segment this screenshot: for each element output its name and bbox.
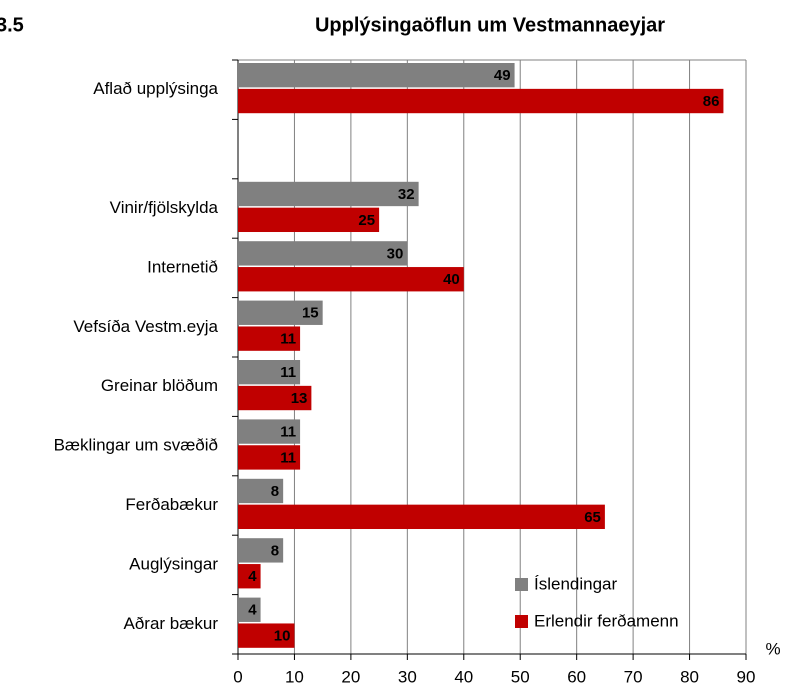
chart-title: Upplýsingaöflun um Vestmannaeyjar <box>315 14 665 36</box>
data-label: 11 <box>280 331 296 348</box>
bar <box>238 478 284 504</box>
x-tick-label: 40 <box>454 667 473 686</box>
x-tick-label: 10 <box>285 667 304 686</box>
y-tick-label: Auglýsingar <box>129 554 218 573</box>
data-label: 30 <box>387 245 404 262</box>
data-label: 11 <box>280 364 296 381</box>
y-tick-label: Greinar blöðum <box>101 376 218 395</box>
bar <box>238 88 724 114</box>
legend-swatch <box>515 578 528 591</box>
y-tick-label: Aflað upplýsinga <box>93 79 218 98</box>
y-tick-label: Vinir/fjölskylda <box>110 198 219 217</box>
data-label: 86 <box>703 93 720 110</box>
data-label: 13 <box>291 390 308 407</box>
x-tick-label: 60 <box>567 667 586 686</box>
legend-swatch <box>515 615 528 628</box>
bar <box>238 63 515 88</box>
x-tick-label: 70 <box>624 667 643 686</box>
data-label: 65 <box>584 509 601 526</box>
bar <box>238 597 261 622</box>
data-label: 4 <box>248 602 257 619</box>
bar <box>238 267 464 292</box>
y-tick-label: Internetið <box>147 257 218 276</box>
bar <box>238 241 408 266</box>
bar <box>238 360 301 385</box>
data-label: 25 <box>358 212 375 229</box>
bar <box>238 445 301 470</box>
data-label: 8 <box>271 542 279 559</box>
x-tick-label: 30 <box>398 667 417 686</box>
bar <box>238 564 261 589</box>
bar <box>238 326 301 351</box>
bar <box>238 538 284 563</box>
data-label: 8 <box>271 483 279 500</box>
y-tick-label: Ferðabækur <box>125 495 218 514</box>
data-label: 49 <box>494 67 511 84</box>
bar <box>238 207 380 233</box>
data-label: 32 <box>398 186 415 203</box>
x-tick-label: 20 <box>341 667 360 686</box>
legend-label: Íslendingar <box>534 574 618 593</box>
bar <box>238 419 301 444</box>
figure-label: 3.5 <box>0 14 24 36</box>
data-label: 15 <box>302 305 319 322</box>
x-axis-unit: % <box>765 639 780 658</box>
x-tick-label: 0 <box>233 667 242 686</box>
legend-label: Erlendir ferðamenn <box>534 611 679 630</box>
bar <box>238 504 605 530</box>
data-label: 11 <box>280 424 296 441</box>
data-label: 4 <box>248 568 257 585</box>
x-tick-label: 50 <box>511 667 530 686</box>
y-tick-label: Vefsíða Vestm.eyja <box>73 317 218 336</box>
bar <box>238 385 312 411</box>
bar <box>238 181 419 207</box>
bar <box>238 623 295 648</box>
x-tick-label: 90 <box>737 667 756 686</box>
data-label: 10 <box>274 628 291 645</box>
y-tick-label: Bæklingar um svæðið <box>54 436 218 455</box>
bar <box>238 300 323 325</box>
data-label: 11 <box>280 449 296 466</box>
x-tick-label: 80 <box>680 667 699 686</box>
data-label: 40 <box>443 271 460 288</box>
y-tick-label: Aðrar bækur <box>124 614 219 633</box>
